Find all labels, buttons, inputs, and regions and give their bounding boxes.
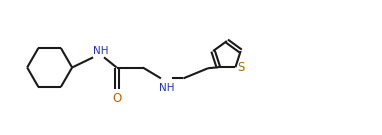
Text: S: S (238, 62, 245, 75)
Text: NH: NH (94, 45, 109, 55)
Text: O: O (112, 92, 121, 105)
Text: NH: NH (159, 83, 175, 93)
